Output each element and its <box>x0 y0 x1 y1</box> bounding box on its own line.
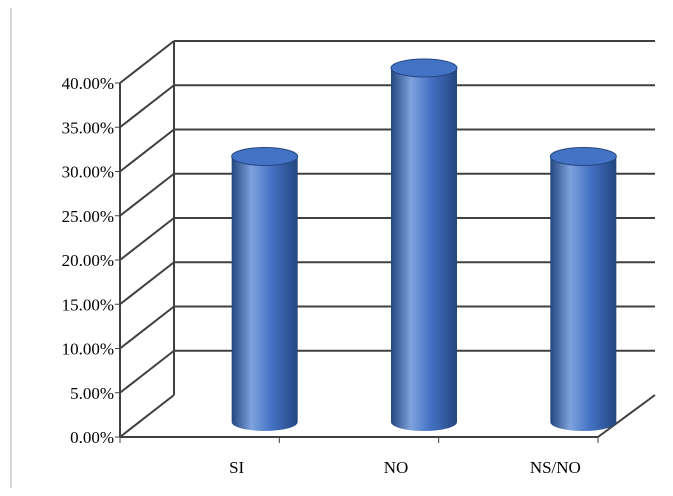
gridline-side <box>119 128 175 173</box>
floor-right-edge <box>597 394 656 438</box>
y-tick-label: 40.00% <box>62 74 114 93</box>
bar-body <box>231 156 298 431</box>
gridline-side <box>119 394 175 438</box>
y-tick-label: 20.00% <box>62 251 114 270</box>
bar-ns-no <box>549 147 617 431</box>
bar-top-cap <box>549 147 617 166</box>
bars <box>231 58 617 431</box>
bar-body <box>550 156 617 431</box>
bar-body <box>391 68 457 431</box>
gridline-side <box>119 305 175 350</box>
y-tick-label: 0.00% <box>70 428 114 447</box>
y-tick-label: 15.00% <box>62 295 114 314</box>
gridline-side <box>119 84 175 129</box>
y-tick-label: 30.00% <box>62 163 114 182</box>
y-tick-label: 25.00% <box>62 207 114 226</box>
gridline-side <box>119 172 175 217</box>
y-tick-label: 10.00% <box>62 340 114 359</box>
gridline-side <box>119 349 175 394</box>
x-tick-label: NS/NO <box>530 458 581 477</box>
x-axis-tick-labels: SI NO NS/NO <box>229 458 581 477</box>
gridline-side <box>119 40 175 84</box>
gridline-side <box>119 217 175 261</box>
bar-no <box>390 58 458 431</box>
x-tick-label: NO <box>384 458 409 477</box>
bar-top-cap <box>231 147 299 166</box>
gridline-side <box>119 261 175 306</box>
y-tick-label: 35.00% <box>62 118 114 137</box>
x-tick-label: SI <box>229 458 244 477</box>
axes <box>115 41 656 443</box>
y-axis-tick-labels: 0.00% 5.00% 10.00% 15.00% 20.00% 25.00% 30.00%… <box>62 74 114 447</box>
y-tick-label: 5.00% <box>70 384 114 403</box>
bar-top-cap <box>390 58 458 78</box>
bar-si <box>231 147 299 431</box>
